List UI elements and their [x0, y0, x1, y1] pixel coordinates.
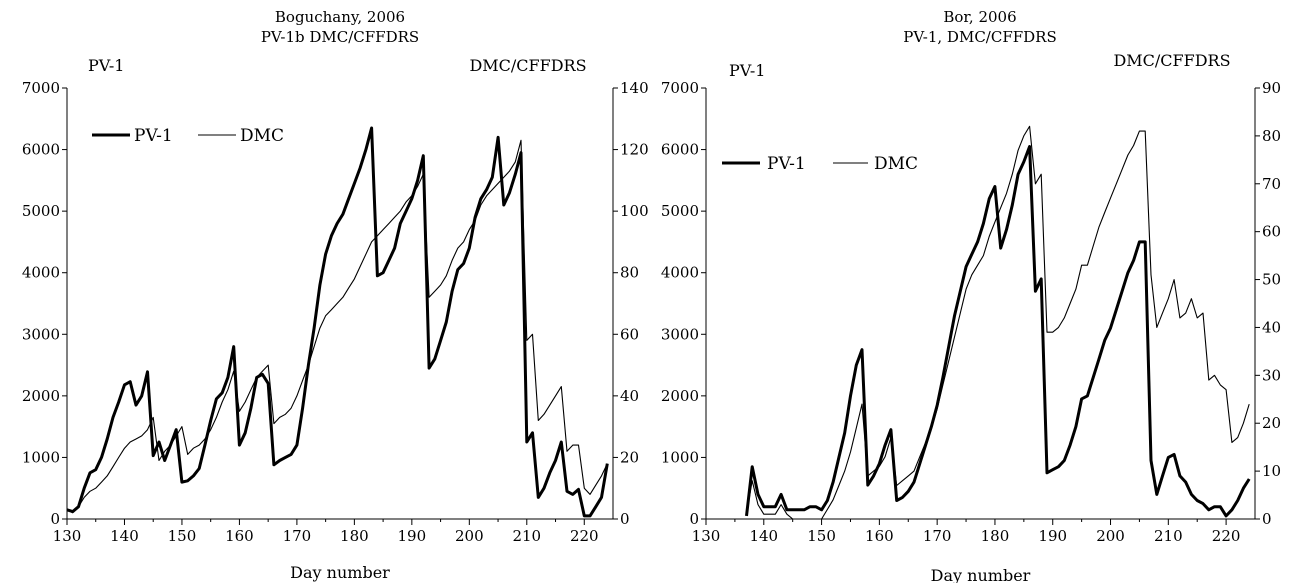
- y-left-tick-label: 3000: [661, 325, 699, 343]
- legend-label-dmc: DMC: [240, 126, 284, 146]
- chart-subtitle: PV-1b DMC/CFFDRS: [261, 28, 419, 46]
- y-right-tick-label: 140: [620, 79, 649, 97]
- x-tick-label: 200: [1096, 527, 1125, 545]
- x-tick-label: 210: [512, 527, 541, 545]
- y-axis-right-label: DMC/CFFDRS: [1113, 51, 1230, 70]
- x-tick-label: 170: [283, 527, 312, 545]
- x-tick-label: 180: [340, 527, 369, 545]
- y-right-tick-label: 100: [620, 202, 649, 220]
- y-right-tick-label: 0: [1262, 510, 1272, 528]
- y-left-tick-label: 1000: [661, 448, 699, 466]
- y-left-tick-label: 0: [50, 510, 60, 528]
- x-tick-label: 200: [455, 527, 484, 545]
- y-left-tick-label: 2000: [661, 387, 699, 405]
- x-tick-label: 170: [923, 527, 952, 545]
- legend: PV-1 DMC: [92, 126, 284, 146]
- y-right-tick-label: 50: [1262, 271, 1281, 289]
- x-tick-label: 190: [1038, 527, 1067, 545]
- y-left-tick-label: 2000: [22, 387, 60, 405]
- chart-subtitle: PV-1, DMC/CFFDRS: [903, 28, 1057, 46]
- y-left-tick-label: 0: [689, 510, 699, 528]
- x-tick-label: 160: [865, 527, 894, 545]
- x-tick-label: 220: [1212, 527, 1241, 545]
- x-tick-label: 130: [53, 527, 82, 545]
- x-tick-label: 150: [168, 527, 197, 545]
- y-right-tick-label: 60: [620, 325, 639, 343]
- y-right-tick-label: 30: [1262, 366, 1281, 384]
- y-left-tick-label: 5000: [22, 202, 60, 220]
- x-tick-label: 180: [981, 527, 1010, 545]
- y-left-tick-label: 4000: [661, 264, 699, 282]
- x-tick-label: 150: [807, 527, 836, 545]
- y-left-tick-label: 6000: [661, 141, 699, 159]
- y-left-tick-label: 7000: [661, 79, 699, 97]
- y-axis-right-label: DMC/CFFDRS: [469, 56, 586, 75]
- y-right-tick-label: 20: [620, 448, 639, 466]
- x-tick-label: 190: [398, 527, 427, 545]
- x-tick-label: 210: [1154, 527, 1183, 545]
- y-right-tick-label: 20: [1262, 414, 1281, 432]
- legend-label-pv-1: PV-1: [134, 126, 173, 146]
- legend-label-pv-1: PV-1: [767, 154, 806, 174]
- chart-panel-1: Boguchany, 2006 PV-1b DMC/CFFDRS PV-1 DMC/C…: [22, 8, 649, 582]
- legend-label-dmc: DMC: [874, 154, 918, 174]
- x-axis-label: Day number: [290, 563, 390, 582]
- x-axis-label: Day number: [931, 566, 1031, 583]
- x-tick-label: 140: [110, 527, 139, 545]
- x-tick-label: 220: [570, 527, 599, 545]
- y-right-tick-label: 0: [620, 510, 630, 528]
- y-right-tick-label: 80: [1262, 127, 1281, 145]
- x-tick-label: 130: [692, 527, 721, 545]
- y-right-tick-label: 10: [1262, 462, 1281, 480]
- y-left-tick-label: 7000: [22, 79, 60, 97]
- y-right-tick-label: 80: [620, 264, 639, 282]
- y-right-tick-label: 120: [620, 141, 649, 159]
- y-right-tick-label: 40: [1262, 318, 1281, 336]
- y-right-tick-label: 70: [1262, 175, 1281, 193]
- y-left-tick-label: 4000: [22, 264, 60, 282]
- series-line-dmc: [66, 139, 608, 514]
- series-line-dmc: [745, 125, 1250, 520]
- chart-title: Bor, 2006: [943, 8, 1016, 26]
- x-tick-label: 160: [225, 527, 254, 545]
- x-tick-label: 140: [749, 527, 778, 545]
- y-axis-left-label: PV-1: [729, 61, 765, 80]
- y-right-tick-label: 40: [620, 387, 639, 405]
- y-left-tick-label: 1000: [22, 448, 60, 466]
- legend: PV-1 DMC: [722, 154, 918, 174]
- y-axis-left-label: PV-1: [88, 56, 124, 75]
- series-line-pv-1: [745, 145, 1251, 518]
- y-left-tick-label: 6000: [22, 141, 60, 159]
- y-left-tick-label: 3000: [22, 325, 60, 343]
- y-left-tick-label: 5000: [661, 202, 699, 220]
- chart-panel-2: Bor, 2006 PV-1, DMC/CFFDRS PV-1 DMC/CFFDRS D…: [661, 8, 1281, 583]
- y-right-tick-label: 90: [1262, 79, 1281, 97]
- chart-title: Boguchany, 2006: [275, 8, 405, 26]
- y-right-tick-label: 60: [1262, 223, 1281, 241]
